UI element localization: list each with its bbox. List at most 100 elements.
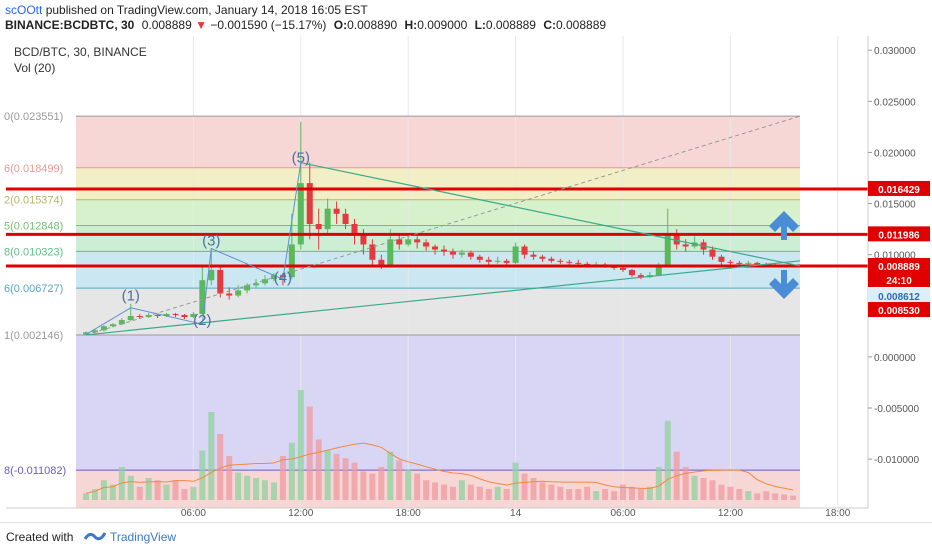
last-price: 0.008889: [141, 18, 192, 32]
fib-zone: [76, 251, 800, 289]
elliott-wave-path: [85, 162, 302, 335]
volume-bar: [584, 486, 591, 500]
price-tag-low-bg: [868, 288, 930, 304]
volume-bar: [575, 489, 582, 500]
candle-body: [458, 252, 465, 255]
volume-bar: [548, 484, 555, 500]
fib-level-label: 8(0.010323): [4, 246, 63, 258]
volume-bar: [423, 480, 430, 500]
volume-bar: [485, 489, 492, 500]
candle-body: [100, 326, 107, 331]
candle-body: [324, 208, 331, 230]
candle-body: [727, 261, 734, 263]
candle-body: [199, 280, 206, 314]
candle-body: [503, 260, 510, 263]
fib-level-label: 2(0.015374): [4, 195, 63, 207]
volume-bar: [315, 439, 322, 500]
candle-body: [91, 330, 98, 333]
price-chart[interactable]: 0(0.023551) 6(0.018499) 2(0.015374) 5(0.012…: [0, 36, 932, 522]
candle-body: [235, 290, 242, 296]
fib-zone: [76, 199, 800, 226]
open-value: 0.008890: [347, 18, 398, 32]
volume-bar: [190, 486, 197, 500]
price-tag-countdown: 24:10: [886, 276, 912, 287]
fib-zone: [76, 334, 800, 471]
price-tag-level-2-bg: [868, 226, 930, 242]
candle-body: [297, 183, 304, 245]
volume-bar: [100, 480, 107, 500]
volume-bar: [235, 472, 242, 500]
candle-body: [709, 249, 716, 257]
volume-bar: [217, 434, 224, 500]
y-tick-label: 0.010000: [874, 251, 916, 262]
candle-body: [217, 270, 224, 294]
candle-body: [387, 239, 394, 265]
candle-body: [190, 313, 197, 318]
volume-bar: [342, 458, 349, 500]
volume-bar: [467, 484, 474, 500]
volume-bar: [351, 462, 358, 500]
volume-bar: [790, 495, 797, 500]
volume-bar: [682, 467, 689, 500]
volume-bar: [333, 453, 340, 500]
volume-bar: [646, 486, 653, 500]
candle-body: [745, 262, 752, 264]
low-value: 0.008889: [485, 18, 536, 32]
tradingview-brand[interactable]: TradingView: [110, 530, 177, 544]
candle-body: [718, 256, 725, 262]
candle-body: [315, 224, 322, 230]
open-label: O:: [333, 18, 348, 32]
candle-body: [754, 262, 761, 265]
volume-bar: [718, 484, 725, 500]
wave-label: (3): [202, 232, 220, 249]
volume-bar: [378, 467, 385, 500]
candle-body: [396, 239, 403, 245]
publish-info: published on TradingView.com, January 14…: [45, 3, 368, 17]
candle-body: [432, 246, 439, 250]
candle-body: [253, 283, 260, 286]
candle-body: [226, 293, 233, 296]
volume-bar: [145, 478, 152, 500]
volume-bar: [91, 489, 98, 500]
high-value: 0.009000: [417, 18, 468, 32]
candle-body: [118, 320, 125, 325]
candle-body: [664, 234, 671, 265]
up-arrow-icon-shaft: [781, 223, 787, 240]
candle-body: [548, 258, 555, 261]
volume-bar: [449, 486, 456, 500]
volume-bar: [557, 486, 564, 500]
candle-body: [628, 270, 635, 276]
candle-body: [557, 260, 564, 262]
volume-bar: [369, 473, 376, 500]
low-label: L:: [474, 18, 486, 32]
volume-bar: [709, 480, 716, 500]
price-tag-last: 0.008889: [878, 262, 920, 273]
volume-bar: [539, 482, 546, 500]
volume-bar: [593, 491, 600, 500]
fib-level-label: 6(0.006727): [4, 283, 63, 295]
candle-body: [405, 239, 412, 245]
candle-body: [467, 252, 474, 257]
volume-bar: [530, 478, 537, 500]
up-arrow-icon: [769, 211, 799, 232]
volume-bar: [772, 493, 779, 500]
author-link[interactable]: scOOtt: [5, 3, 43, 17]
volume-bar: [253, 478, 260, 500]
volume-bar: [396, 460, 403, 500]
created-with-label: Created with: [6, 530, 74, 544]
candle-body: [673, 234, 680, 245]
candle-body: [369, 244, 376, 260]
fib-level-label: 1(0.002146): [4, 330, 63, 342]
volume-bar: [745, 491, 752, 500]
candle-body: [682, 244, 689, 247]
volume-bar: [512, 462, 519, 500]
volume-bar: [288, 442, 295, 500]
volume-bar: [458, 480, 465, 500]
volume-bar: [432, 482, 439, 500]
volume-bar: [781, 494, 788, 500]
fib-zone: [76, 288, 800, 335]
volume-bar: [441, 484, 447, 500]
close-label: C:: [543, 18, 556, 32]
volume-bar: [503, 489, 510, 500]
volume-bar: [324, 450, 331, 500]
